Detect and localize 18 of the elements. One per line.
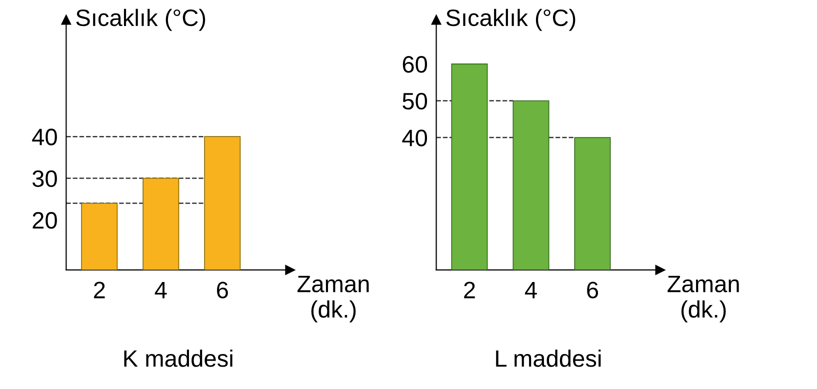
- y-axis-title: Sıcaklık (°C): [446, 8, 576, 31]
- text: K maddesi: [124, 350, 232, 367]
- y-tick-label: 40: [32, 128, 57, 146]
- y-tick-label: 40: [402, 130, 428, 146]
- x-axis-title: Zaman (dk.): [298, 276, 369, 322]
- text: L maddesi: [496, 350, 601, 367]
- y-tick-label: 60: [402, 56, 428, 73]
- x-tick-label: 6: [587, 282, 598, 298]
- y-tick-label: 50: [402, 92, 428, 110]
- y-axis-title: Sıcaklık (°C): [76, 8, 206, 31]
- y-tick-label: 30: [32, 170, 57, 188]
- x-tick-label: 4: [524, 282, 537, 298]
- x-axis-title: Zaman (dk.): [668, 276, 739, 322]
- y-tick-label: 20: [32, 212, 57, 229]
- x-tick-label: 6: [217, 282, 228, 298]
- x-tick-label: 4: [154, 282, 167, 298]
- x-tick-label: 2: [464, 282, 475, 298]
- x-tick-label: 2: [94, 282, 105, 298]
